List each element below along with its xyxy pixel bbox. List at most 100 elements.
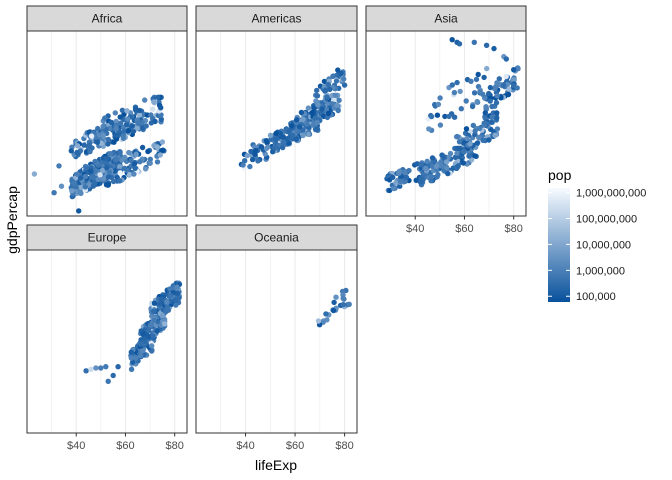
- data-point: [157, 112, 163, 119]
- data-point: [155, 94, 161, 101]
- data-point: [69, 188, 75, 194]
- data-point: [136, 112, 142, 118]
- data-point: [94, 139, 101, 145]
- data-point: [150, 333, 156, 339]
- data-point: [300, 127, 306, 133]
- data-point: [314, 126, 320, 132]
- data-point: [314, 93, 321, 99]
- data-point: [150, 106, 156, 112]
- data-point: [139, 144, 146, 151]
- data-point: [429, 155, 436, 161]
- legend-label: 100,000: [576, 291, 616, 303]
- data-point: [492, 132, 498, 139]
- data-point: [100, 167, 106, 174]
- data-point: [117, 114, 123, 120]
- data-point: [447, 150, 454, 157]
- data-point: [491, 45, 497, 52]
- data-point: [149, 343, 155, 349]
- data-point: [107, 125, 113, 131]
- data-point: [458, 106, 464, 112]
- data-point: [333, 78, 340, 84]
- data-point: [78, 184, 85, 191]
- data-point: [92, 168, 98, 174]
- data-point: [393, 180, 399, 186]
- data-point: [474, 98, 480, 105]
- data-point: [103, 364, 109, 370]
- data-point: [78, 190, 84, 196]
- data-point: [445, 170, 451, 177]
- data-point: [468, 157, 475, 163]
- data-point: [170, 289, 176, 296]
- data-point: [136, 107, 142, 114]
- facet-strip-label: Oceania: [254, 231, 299, 245]
- data-point: [124, 108, 130, 114]
- facet-strip: [195, 224, 358, 251]
- data-point: [468, 78, 474, 85]
- data-point: [423, 165, 429, 172]
- data-point: [482, 114, 488, 120]
- data-point: [148, 112, 154, 118]
- legend-label: 1,000,000,000: [576, 188, 646, 200]
- data-point: [125, 116, 131, 122]
- data-point: [164, 299, 170, 305]
- data-point: [247, 163, 253, 170]
- data-point: [477, 89, 483, 95]
- data-point: [503, 73, 509, 80]
- data-point: [97, 172, 103, 178]
- data-point: [469, 103, 476, 110]
- data-point: [321, 78, 328, 85]
- data-point: [105, 136, 112, 143]
- data-point: [454, 79, 460, 86]
- data-point: [325, 81, 332, 88]
- data-point: [428, 174, 435, 180]
- data-point: [267, 132, 274, 138]
- data-point: [294, 117, 300, 123]
- data-point: [273, 136, 279, 142]
- x-tick-label: $80: [505, 223, 523, 235]
- data-point: [313, 98, 319, 104]
- x-tick-label: $40: [236, 440, 254, 452]
- data-point: [455, 163, 461, 169]
- data-point: [95, 125, 101, 132]
- data-point: [488, 119, 495, 125]
- data-point: [249, 156, 256, 163]
- data-point: [56, 163, 62, 169]
- data-point: [125, 128, 132, 134]
- panel-background: [196, 31, 357, 216]
- data-point: [71, 180, 77, 186]
- data-point: [135, 120, 141, 126]
- data-point: [473, 76, 480, 83]
- data-point: [152, 118, 158, 125]
- data-point: [105, 182, 112, 188]
- data-point: [315, 318, 322, 324]
- data-point: [83, 368, 89, 374]
- x-tick-label: $80: [166, 440, 184, 452]
- data-point: [118, 120, 124, 126]
- data-point: [494, 110, 500, 116]
- data-point: [265, 144, 271, 150]
- data-point: [268, 136, 274, 143]
- facet-panel-europe: Europe $40 $60 $80: [26, 224, 188, 452]
- data-point: [433, 163, 440, 170]
- data-point: [456, 41, 463, 47]
- data-point: [128, 349, 134, 355]
- data-point: [160, 147, 166, 153]
- data-point: [463, 126, 470, 132]
- data-point: [481, 120, 487, 126]
- data-point: [471, 39, 477, 45]
- data-point: [240, 162, 246, 168]
- data-point: [333, 294, 339, 300]
- data-point: [140, 348, 146, 354]
- data-point: [486, 90, 492, 97]
- data-point: [151, 308, 157, 314]
- data-point: [112, 168, 118, 174]
- data-point: [329, 100, 336, 107]
- data-point: [159, 139, 166, 145]
- data-point: [117, 149, 123, 155]
- data-point: [68, 148, 75, 154]
- data-point: [449, 37, 455, 43]
- data-point: [108, 119, 115, 126]
- data-point: [506, 86, 512, 92]
- data-point: [111, 139, 117, 145]
- x-tick-label: $80: [335, 440, 353, 452]
